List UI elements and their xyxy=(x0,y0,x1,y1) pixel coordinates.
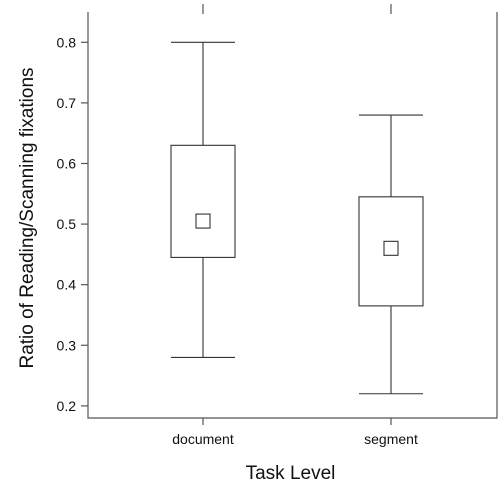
y-tick-label: 0.7 xyxy=(57,95,77,111)
x-axis-title: Task Level xyxy=(246,463,336,483)
mean-marker xyxy=(195,213,211,229)
box-segment xyxy=(358,114,424,395)
x-tick-label: document xyxy=(172,431,234,447)
mean-marker xyxy=(383,240,399,256)
x-tick-label: segment xyxy=(364,431,418,447)
x-axis-ticks: document segment xyxy=(172,4,418,447)
plot-frame xyxy=(87,12,498,419)
y-tick-label: 0.6 xyxy=(57,155,77,171)
y-tick-label: 0.3 xyxy=(57,337,77,353)
y-axis-ticks: 0.2 0.3 0.4 0.5 0.6 0.7 0.8 xyxy=(57,34,88,414)
y-tick-label: 0.8 xyxy=(57,34,77,50)
interquartile-box xyxy=(170,144,236,258)
y-tick-label: 0.4 xyxy=(57,277,77,293)
box-series xyxy=(170,41,424,395)
box-document xyxy=(170,41,236,358)
y-tick-label: 0.2 xyxy=(57,398,77,414)
y-axis-title: Ratio of Reading/Scanning fixations xyxy=(17,67,38,368)
y-tick-label: 0.5 xyxy=(57,216,77,232)
plot-border xyxy=(87,12,498,419)
